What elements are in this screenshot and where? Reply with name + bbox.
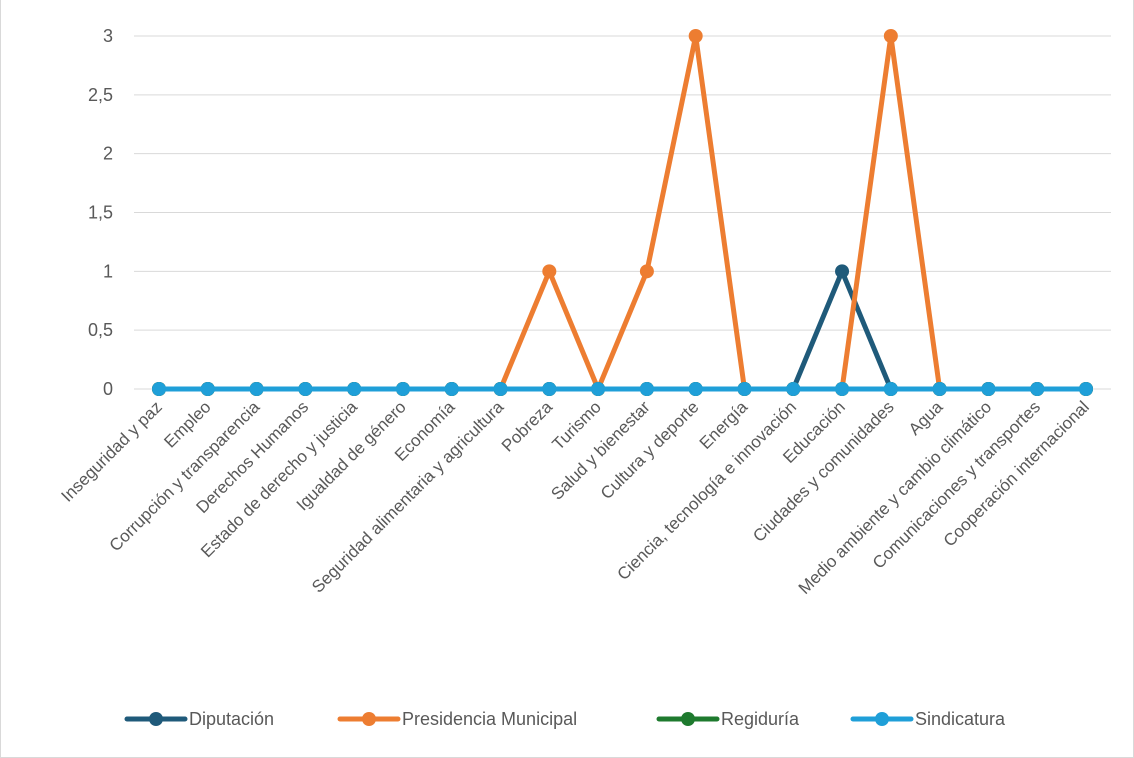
y-axis-ticks: 0 0,5 1 1,5 2 2,5 3 (88, 26, 113, 399)
legend-swatch-marker (681, 712, 695, 726)
gridlines (134, 35, 1111, 331)
y-tick-label: 3 (103, 26, 113, 46)
data-point (883, 29, 898, 43)
legend-label: Regiduría (721, 709, 800, 729)
data-point (200, 382, 215, 396)
legend-item: Regiduría (656, 709, 800, 729)
x-category-label: Ciencia, tecnología e innovación (614, 397, 801, 584)
data-point (542, 264, 557, 279)
data-point (639, 382, 654, 396)
legend-item: Diputación (124, 709, 274, 729)
data-point (1079, 382, 1093, 396)
data-point (1030, 382, 1045, 396)
legend-label: Sindicatura (915, 709, 1006, 729)
legend-label: Presidencia Municipal (402, 709, 577, 729)
y-tick-label: 0 (103, 379, 113, 399)
y-tick-label: 1 (103, 261, 113, 281)
data-point (883, 382, 898, 396)
data-point (688, 382, 703, 396)
x-category-label: Pobreza (498, 397, 557, 456)
y-tick-label: 2 (103, 144, 113, 164)
x-category-label: Inseguridad y paz (57, 397, 165, 505)
series-3 (152, 382, 1093, 396)
y-tick-label: 1,5 (88, 203, 113, 223)
legend-label: Diputación (189, 709, 274, 729)
data-point (152, 382, 166, 396)
data-point (591, 382, 606, 396)
data-point (249, 382, 264, 396)
legend: Diputación Presidencia Municipal Regiduría… (124, 709, 1006, 729)
data-point (639, 264, 654, 279)
data-point (981, 382, 996, 396)
data-point (298, 382, 313, 396)
data-point (835, 264, 850, 279)
data-point (688, 29, 703, 43)
data-point (932, 382, 947, 396)
legend-swatch-marker (362, 712, 376, 726)
series (152, 29, 1093, 396)
data-point (395, 382, 410, 396)
y-tick-label: 0,5 (88, 320, 113, 340)
legend-swatch-marker (149, 712, 163, 726)
y-tick-label: 2,5 (88, 85, 113, 105)
data-point (493, 382, 508, 396)
legend-swatch-marker (875, 712, 889, 726)
data-point (542, 382, 557, 396)
legend-item: Sindicatura (850, 709, 1006, 729)
data-point (737, 382, 752, 396)
data-point (347, 382, 362, 396)
data-point (835, 382, 850, 396)
data-point (444, 382, 459, 396)
data-point (786, 382, 801, 396)
x-category-label: Agua (905, 397, 947, 439)
legend-item: Presidencia Municipal (337, 709, 577, 729)
